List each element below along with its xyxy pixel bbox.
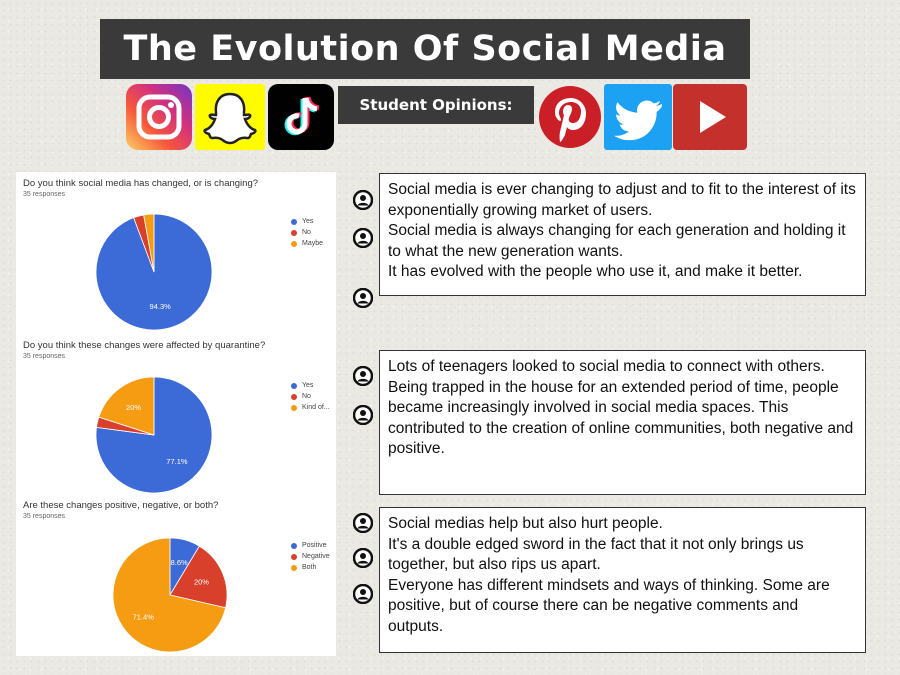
youtube-icon: [673, 84, 747, 150]
opinion-text: Being trapped in the house for an extend…: [388, 378, 854, 458]
user-avatar-icon: [353, 288, 373, 308]
legend-item: Kind of...: [291, 402, 330, 413]
legend-swatch: [291, 229, 297, 236]
legend-swatch: [291, 393, 297, 400]
chart-responses: 35 responses: [23, 191, 66, 198]
legend-swatch: [291, 240, 297, 247]
snapchat-icon: [195, 84, 265, 150]
chart-title: Do you think social media has changed, o…: [23, 178, 259, 189]
pie-data-label: 20%: [194, 578, 209, 587]
pie-slice-negative: [169, 545, 228, 609]
user-avatar-icon: [353, 228, 373, 248]
chart-title: Do you think these changes were affected…: [23, 340, 266, 351]
pie-data-label: 71.4%: [133, 612, 155, 621]
twitter-icon: [604, 84, 672, 150]
legend-label: Kind of...: [302, 404, 330, 411]
legend-item: Both: [291, 562, 330, 573]
legend-item: No: [291, 391, 330, 402]
pie-chart-1-svg: 94.3%: [95, 213, 213, 331]
legend-swatch: [291, 218, 297, 225]
legend-item: No: [291, 227, 323, 238]
legend-item: Yes: [291, 380, 330, 391]
opinion-text: Social media is always changing for each…: [388, 222, 846, 260]
opinion-box-3: Social medias help but also hurt people.…: [379, 507, 866, 653]
opinion-box-1: Social media is ever changing to adjust …: [379, 173, 866, 296]
legend-label: No: [302, 229, 311, 236]
opinion-text: Everyone has different mindsets and ways…: [388, 576, 830, 635]
legend-label: Negative: [302, 553, 330, 560]
user-avatar-icon: [353, 405, 373, 425]
legend-label: Maybe: [302, 240, 324, 247]
pie-chart-3: Are these changes positive, negative, or…: [16, 497, 336, 656]
pie-slice-yes: [95, 376, 213, 494]
pie-data-label: 8.6%: [171, 558, 188, 567]
chart-title: Are these changes positive, negative, or…: [23, 500, 219, 511]
pie-data-label: 77.1%: [166, 457, 188, 466]
legend-item: Yes: [291, 216, 323, 227]
chart-responses: 35 responses: [23, 513, 66, 520]
subtitle-banner: Student Opinions:: [338, 86, 534, 124]
chart-legend: Positive Negative Both: [291, 540, 330, 573]
legend-swatch: [291, 553, 297, 560]
legend-item: Positive: [291, 540, 330, 551]
pie-slice-maybe: [143, 213, 155, 273]
legend-swatch: [291, 382, 297, 389]
legend-item: Negative: [291, 551, 330, 562]
opinion-text: Social media is ever changing to adjust …: [388, 181, 856, 219]
tiktok-icon: [268, 84, 334, 150]
pie-slice-kind-of: [98, 376, 155, 436]
user-avatar-icon: [353, 366, 373, 386]
chart-responses: 35 responses: [23, 353, 66, 360]
legend-label: Yes: [302, 218, 314, 225]
pie-chart-3-svg: 8.6% 20% 71.4%: [112, 537, 228, 653]
opinion-text: Social medias help but also hurt people.: [388, 515, 663, 532]
page-title: The Evolution Of Social Media: [100, 19, 750, 79]
opinion-text: It has evolved with the people who use i…: [388, 263, 803, 280]
pie-data-label: 94.3%: [150, 302, 172, 311]
legend-label: Both: [302, 564, 317, 571]
legend-swatch: [291, 564, 297, 571]
user-avatar-icon: [353, 584, 373, 604]
legend-swatch: [291, 542, 297, 549]
user-avatar-icon: [353, 548, 373, 568]
pie-slice-both: [112, 537, 227, 653]
opinion-text: It's a double edged sword in the fact th…: [388, 535, 804, 574]
legend-label: Positive: [302, 542, 327, 549]
pie-chart-1: Do you think social media has changed, o…: [16, 172, 336, 332]
opinion-text: Lots of teenagers looked to social media…: [388, 358, 825, 375]
pie-data-label: 20%: [126, 403, 141, 412]
legend-swatch: [291, 404, 297, 411]
charts-panel: Do you think social media has changed, o…: [16, 172, 336, 656]
user-avatar-icon: [353, 190, 373, 210]
legend-label: Yes: [302, 382, 314, 389]
chart-legend: Yes No Kind of...: [291, 380, 330, 413]
chart-legend: Yes No Maybe: [291, 216, 323, 249]
legend-label: No: [302, 393, 311, 400]
user-avatar-icon: [353, 513, 373, 533]
pie-chart-2-svg: 77.1% 20%: [95, 376, 213, 494]
legend-item: Maybe: [291, 238, 323, 249]
instagram-icon: [126, 84, 192, 150]
pie-chart-2: Do you think these changes were affected…: [16, 337, 336, 497]
opinion-box-2: Lots of teenagers looked to social media…: [379, 350, 866, 495]
pinterest-icon: [538, 84, 602, 150]
